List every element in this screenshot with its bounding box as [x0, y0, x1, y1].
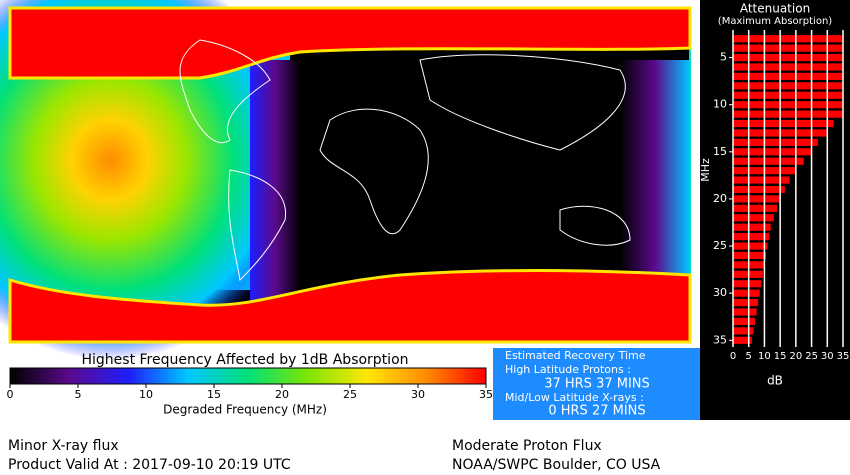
x-tick-label: 0	[730, 351, 736, 362]
y-tick-label: 35	[713, 333, 727, 346]
bar	[733, 82, 843, 90]
x-tick-label: 15	[774, 351, 787, 362]
footer-text: Product Valid At : 2017-09-10 20:19 UTC	[8, 457, 291, 473]
y-axis-label: MHz	[699, 158, 712, 182]
bar	[733, 148, 812, 156]
y-tick-label: 25	[713, 239, 727, 252]
footer-text: Minor X-ray flux	[8, 438, 119, 454]
bar	[733, 119, 834, 128]
bar	[733, 176, 790, 184]
footer-text: Moderate Proton Flux	[452, 438, 602, 454]
terminator	[620, 60, 690, 280]
y-tick-label: 20	[713, 192, 727, 205]
x-tick-label: 5	[746, 351, 752, 362]
absorption-region	[0, 0, 300, 360]
y-tick-label: 30	[713, 286, 727, 299]
colorbar-tick-label: 20	[275, 388, 289, 401]
colorbar-tick-label: 15	[207, 388, 221, 401]
map	[0, 0, 692, 360]
recovery-box	[493, 348, 700, 420]
bar	[733, 195, 781, 203]
recovery-label: High Latitude Protons :	[505, 363, 631, 376]
chart-subtitle: (Maximum Absorption)	[718, 16, 832, 27]
x-tick-label: 25	[805, 351, 818, 362]
bar	[733, 204, 777, 212]
chart-title: Attenuation	[740, 2, 810, 16]
polar-cap	[8, 6, 692, 80]
bar	[733, 308, 757, 316]
x-tick-label: 35	[837, 351, 850, 362]
colorbar-tick-label: 25	[343, 388, 357, 401]
recovery-value: 37 HRS 37 MINS	[544, 377, 650, 392]
bar	[733, 280, 762, 288]
bar	[733, 72, 843, 80]
bar	[733, 223, 771, 231]
bar	[733, 233, 770, 241]
x-tick-label: 20	[789, 351, 802, 362]
bar	[733, 53, 843, 62]
x-axis-label: dB	[767, 374, 783, 388]
x-tick-label: 30	[821, 351, 834, 362]
bar	[733, 289, 760, 297]
bar	[733, 270, 763, 278]
colorbar: 0 5 10 15 20 25 30 35	[7, 367, 493, 401]
bar	[733, 44, 843, 52]
y-tick-label: 15	[713, 145, 727, 158]
x-tick-label: 10	[758, 351, 771, 362]
bar	[733, 299, 759, 307]
colorbar-label: Degraded Frequency (MHz)	[163, 403, 327, 417]
y-tick-label: 10	[713, 98, 727, 111]
bar	[733, 91, 843, 99]
bar	[733, 63, 843, 71]
footer-text: NOAA/SWPC Boulder, CO USA	[452, 457, 661, 473]
terminator	[250, 60, 300, 300]
colorbar-tick-label: 5	[75, 388, 82, 401]
bar	[733, 251, 766, 260]
colorbar-tick-label: 35	[479, 388, 493, 401]
y-tick-label: 5	[720, 51, 727, 64]
recovery-title: Estimated Recovery Time	[505, 349, 646, 362]
bar	[733, 317, 755, 326]
bar	[733, 157, 804, 165]
colorbar-tick-label: 0	[7, 388, 14, 401]
polar-cap	[8, 268, 692, 344]
recovery-label: Mid/Low Latitude X-rays :	[505, 391, 644, 404]
recovery-value: 0 HRS 27 MINS	[548, 404, 645, 419]
bar	[733, 110, 843, 118]
bar	[733, 242, 768, 250]
bar	[733, 35, 843, 43]
colorbar-gradient	[9, 367, 487, 385]
bar	[733, 327, 754, 335]
bar	[733, 138, 818, 146]
bar	[733, 185, 785, 194]
coastlines	[179, 39, 631, 282]
bar	[733, 101, 843, 109]
colorbar-tick-label: 30	[411, 388, 425, 401]
colorbar-tick-label: 10	[139, 388, 153, 401]
bar	[733, 336, 752, 344]
map-title: Highest Frequency Affected by 1dB Absorp…	[81, 352, 408, 368]
bar	[733, 214, 774, 222]
